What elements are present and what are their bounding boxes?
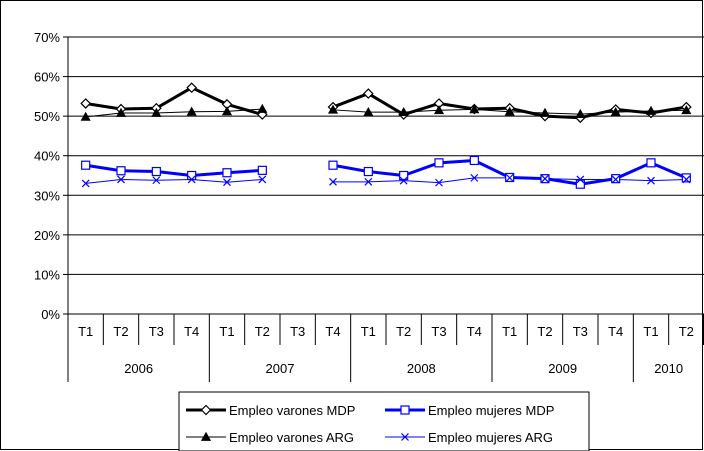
quarter-tick-label: T4 <box>608 324 623 339</box>
quarter-tick-label: T1 <box>361 324 376 339</box>
data-point-empleo-varones-arg <box>363 106 374 117</box>
legend-label: Empleo varones ARG <box>229 430 354 445</box>
quarter-tick-label: T2 <box>255 324 270 339</box>
legend-label: Empleo varones MDP <box>229 403 355 418</box>
data-point-empleo-varones-arg <box>610 106 621 117</box>
quarter-tick-label: T3 <box>290 324 305 339</box>
data-point-empleo-mujeres-mdp <box>434 158 444 168</box>
year-tick-label: 2006 <box>124 361 153 376</box>
legend-marker-empleo-varones-arg <box>200 431 212 441</box>
data-point-empleo-varones-arg <box>681 104 692 115</box>
data-point-empleo-varones-arg <box>433 104 445 115</box>
legend-label: Empleo mujeres MDP <box>428 403 554 418</box>
data-point-empleo-mujeres-arg <box>81 179 90 188</box>
data-point-empleo-mujeres-arg <box>364 177 373 186</box>
data-point-empleo-varones-arg <box>115 107 127 117</box>
y-tick-label: 20% <box>34 228 60 243</box>
data-point-empleo-varones-mdp <box>186 82 198 93</box>
quarter-tick-label: T2 <box>679 324 694 339</box>
y-tick-label: 50% <box>34 109 60 124</box>
quarter-tick-label: T1 <box>78 324 93 339</box>
quarter-tick-label: T3 <box>573 324 588 339</box>
data-point-empleo-mujeres-arg <box>117 175 125 184</box>
data-point-empleo-mujeres-arg <box>152 176 161 185</box>
data-point-empleo-varones-arg <box>221 106 233 116</box>
data-point-empleo-mujeres-mdp <box>257 165 267 175</box>
data-point-empleo-mujeres-arg <box>576 175 585 184</box>
data-point-empleo-varones-mdp <box>80 98 92 109</box>
data-point-empleo-varones-arg <box>398 106 409 117</box>
quarter-tick-label: T1 <box>502 324 517 339</box>
y-tick-label: 60% <box>34 70 60 85</box>
quarter-tick-label: T2 <box>396 324 411 339</box>
data-point-empleo-mujeres-mdp <box>399 170 409 181</box>
year-tick-label: 2010 <box>654 361 683 376</box>
data-point-empleo-mujeres-arg <box>682 175 691 184</box>
data-point-empleo-varones-arg <box>645 105 657 115</box>
legend-marker-empleo-mujeres-arg <box>401 433 409 441</box>
data-point-empleo-mujeres-arg <box>435 178 443 187</box>
data-point-empleo-mujeres-mdp <box>151 166 161 177</box>
legend-label: Empleo mujeres ARG <box>428 430 553 445</box>
data-point-empleo-varones-arg <box>186 106 197 116</box>
data-point-empleo-mujeres-mdp <box>81 160 91 170</box>
data-point-empleo-mujeres-arg <box>505 173 514 182</box>
series-line-empleo-mujeres-arg <box>85 178 263 184</box>
data-point-empleo-varones-arg <box>151 107 162 117</box>
data-point-empleo-varones-arg <box>327 104 339 114</box>
data-point-empleo-varones-arg <box>80 111 91 121</box>
data-point-empleo-mujeres-arg <box>187 175 196 184</box>
quarter-tick-label: T4 <box>325 324 340 339</box>
quarter-tick-label: T2 <box>113 324 128 339</box>
data-point-empleo-mujeres-arg <box>223 178 231 187</box>
series-line-empleo-varones-mdp <box>85 86 263 117</box>
data-point-empleo-mujeres-mdp <box>363 166 373 177</box>
quarter-tick-label: T2 <box>537 324 552 339</box>
quarter-tick-label: T4 <box>467 324 482 339</box>
data-point-empleo-mujeres-mdp <box>328 160 338 170</box>
data-point-empleo-mujeres-mdp <box>575 179 585 189</box>
data-point-empleo-mujeres-mdp <box>187 170 197 181</box>
year-tick-label: 2008 <box>407 361 436 376</box>
quarter-tick-label: T1 <box>219 324 234 339</box>
series-line-empleo-mujeres-mdp <box>85 163 263 177</box>
quarter-tick-label: T3 <box>431 324 446 339</box>
quarter-tick-label: T4 <box>184 324 199 339</box>
quarter-tick-label: T1 <box>643 324 658 339</box>
data-point-empleo-varones-arg <box>257 103 268 113</box>
data-point-empleo-varones-arg <box>539 107 551 117</box>
data-point-empleo-mujeres-arg <box>470 173 479 182</box>
data-point-empleo-mujeres-arg <box>329 177 337 186</box>
data-point-empleo-mujeres-arg <box>541 174 549 183</box>
data-point-empleo-mujeres-mdp <box>116 166 126 176</box>
y-tick-label: 0% <box>41 307 60 322</box>
legend-marker-empleo-mujeres-mdp <box>400 405 410 415</box>
data-point-empleo-mujeres-mdp <box>646 158 656 168</box>
data-point-empleo-mujeres-arg <box>258 175 267 184</box>
data-point-empleo-mujeres-arg <box>647 176 655 185</box>
data-point-empleo-mujeres-mdp <box>469 155 479 166</box>
data-point-empleo-mujeres-mdp <box>681 173 691 183</box>
year-tick-label: 2009 <box>548 361 577 376</box>
data-point-empleo-mujeres-arg <box>399 176 408 185</box>
data-point-empleo-varones-mdp <box>362 88 374 99</box>
legend-box <box>178 391 590 451</box>
data-point-empleo-varones-arg <box>469 104 480 114</box>
data-point-empleo-varones-arg <box>575 108 586 119</box>
y-tick-label: 10% <box>34 267 60 282</box>
year-tick-label: 2007 <box>266 361 295 376</box>
data-point-empleo-varones-arg <box>504 106 515 116</box>
y-tick-label: 70% <box>34 30 60 45</box>
y-tick-label: 40% <box>34 149 60 164</box>
legend-marker-empleo-varones-mdp <box>200 404 212 416</box>
series-line-empleo-varones-arg <box>85 108 263 118</box>
data-point-empleo-mujeres-arg <box>611 175 620 184</box>
y-tick-label: 30% <box>34 188 60 203</box>
quarter-tick-label: T3 <box>149 324 164 339</box>
data-point-empleo-mujeres-mdp <box>222 168 232 178</box>
